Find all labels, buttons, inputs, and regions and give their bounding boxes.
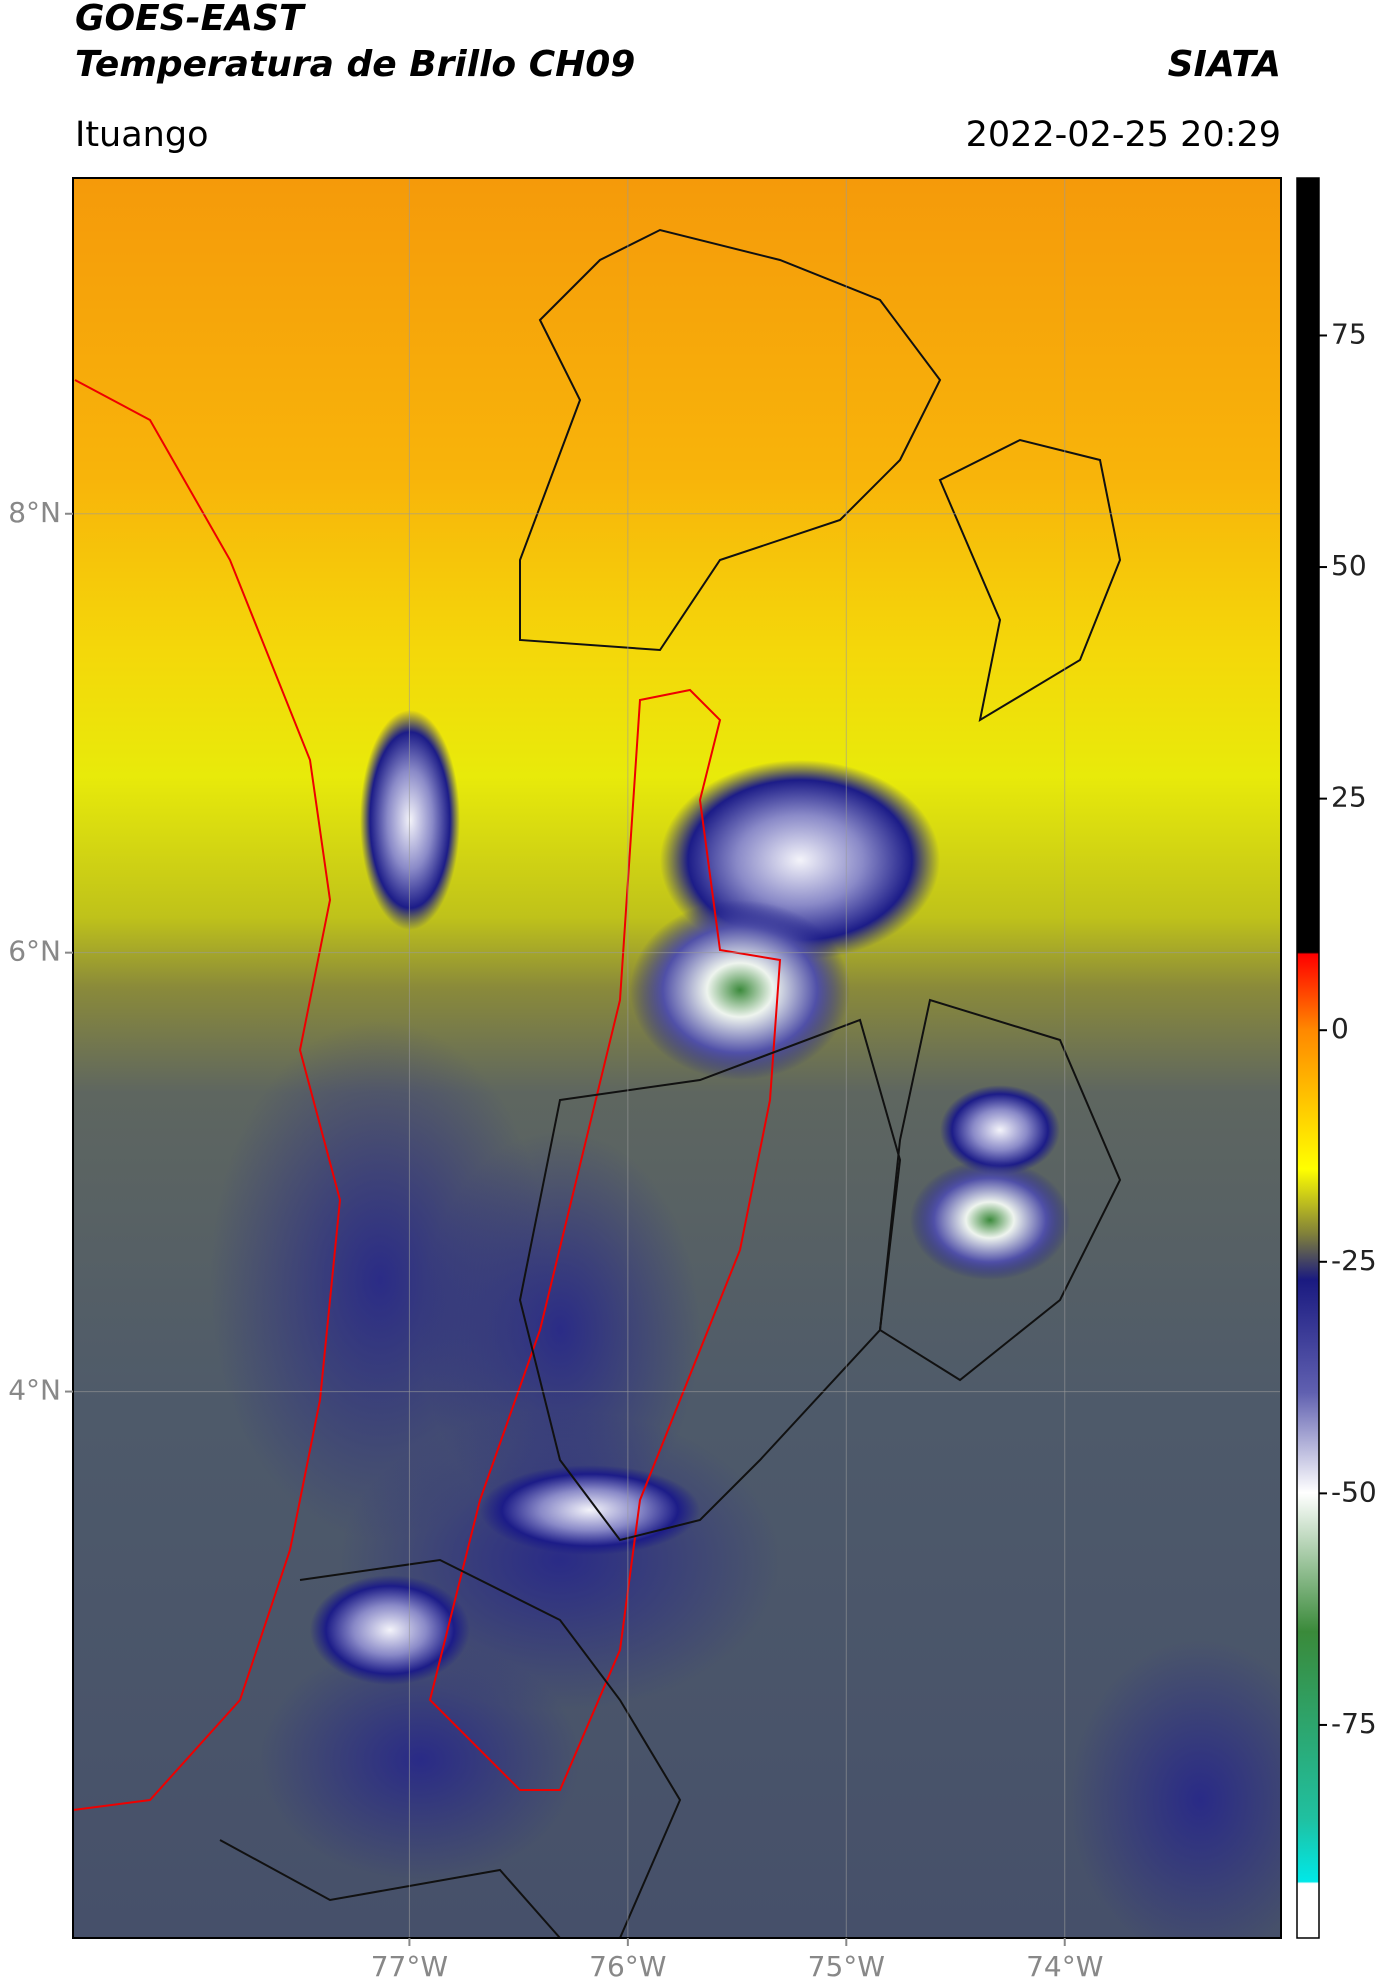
storm-cell <box>910 1160 1070 1280</box>
colorbar-tick-label: 0 <box>1331 1012 1349 1045</box>
department-boundary <box>938 438 1122 723</box>
colorbar-tick-label: 50 <box>1331 549 1367 582</box>
storm-cell <box>480 1465 700 1555</box>
graticule <box>73 178 1281 1938</box>
colorbar <box>1296 177 1320 1939</box>
storm-cell <box>310 1575 470 1685</box>
department-boundary <box>219 1558 682 1938</box>
x-tick-label: 74°W <box>1026 1950 1103 1981</box>
colorbar-tick-label: -25 <box>1331 1244 1377 1277</box>
department-boundary <box>518 1018 902 1542</box>
map-frame <box>72 177 1282 1939</box>
x-tick-label: 75°W <box>808 1950 885 1981</box>
x-tick-label: 77°W <box>371 1950 448 1981</box>
cloud <box>260 1640 580 1880</box>
storm-cell <box>630 900 850 1080</box>
map-image <box>73 178 1281 1938</box>
colorbar-tick-label: 75 <box>1331 317 1367 350</box>
storm-cell <box>360 710 460 930</box>
department-boundary <box>519 228 942 652</box>
colorbar-tick-label: -50 <box>1331 1475 1377 1508</box>
datetime: 2022-02-25 20:29 <box>966 115 1281 155</box>
colorbar-tick-label: -75 <box>1331 1707 1377 1740</box>
y-tick-label: 8°N <box>8 496 61 529</box>
storm-cell <box>940 1085 1060 1175</box>
x-tick-label: 76°W <box>589 1950 666 1981</box>
department-boundary <box>878 998 1122 1382</box>
location: Ituango <box>75 115 209 155</box>
colorbar-tick-label: 25 <box>1331 781 1367 814</box>
title: GOES-EAST <box>75 0 306 39</box>
y-tick-label: 6°N <box>8 935 61 968</box>
y-tick-label: 4°N <box>8 1374 61 1407</box>
region-boundary <box>428 688 782 1791</box>
subtitle: Temperatura de Brillo CH09 <box>75 44 635 85</box>
org: SIATA <box>1168 44 1281 85</box>
coastline <box>73 379 342 1811</box>
cloud <box>1070 1640 1281 1938</box>
